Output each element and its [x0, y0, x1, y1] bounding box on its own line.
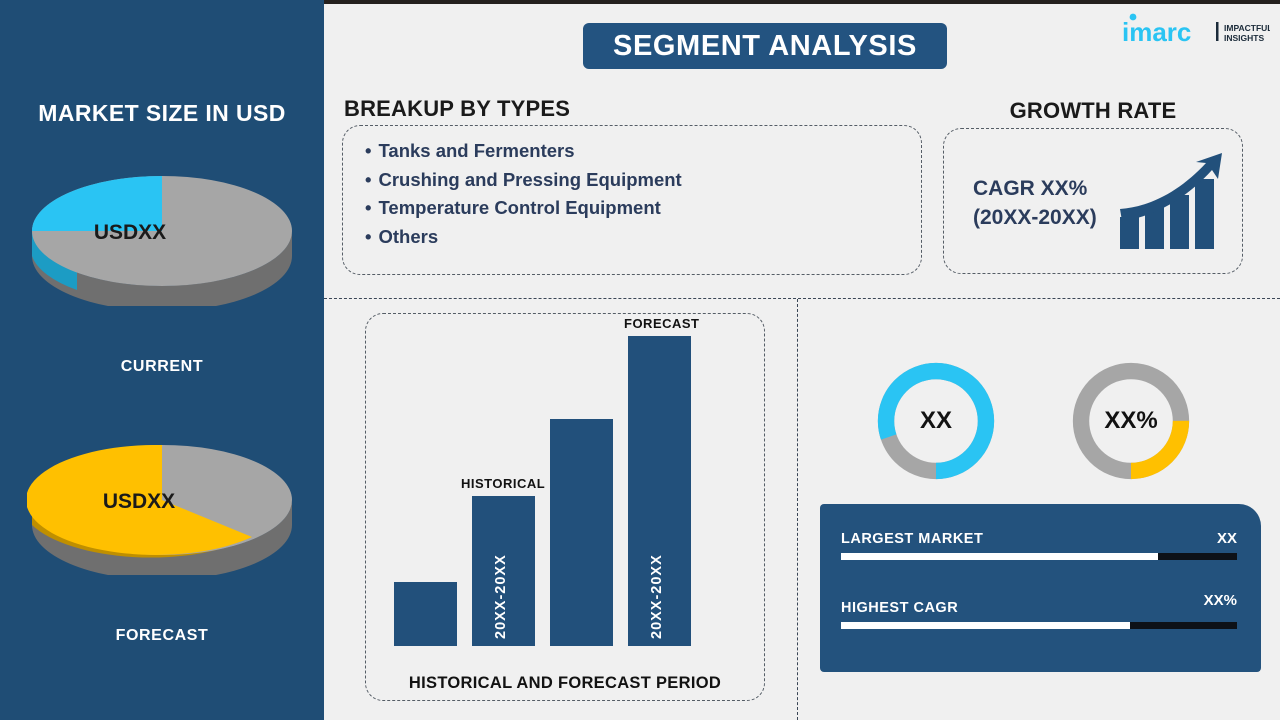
kpi-panel: LARGEST MARKET XX HIGHEST CAGR XX% — [820, 504, 1261, 672]
donut-2-value: XX% — [1104, 407, 1158, 434]
sidebar-title: MARKET SIZE IN USD — [38, 100, 286, 126]
current-pie-slice-label: USDXX — [94, 221, 166, 244]
vertical-divider — [797, 299, 798, 720]
historical-forecast-bar-chart: 20XX-20XX HISTORICAL 20XX-20XX FORECAST … — [365, 313, 765, 701]
growth-rate-box: CAGR XX% (20XX-20XX) — [943, 128, 1243, 274]
donut-2-svg — [1072, 362, 1190, 480]
kpi-row-largest-market: LARGEST MARKET XX — [841, 530, 1237, 560]
kpi-progress-track — [841, 553, 1237, 560]
forecast-pie-chart: USDXX FORECAST — [0, 425, 324, 645]
list-item: Others — [365, 223, 921, 252]
breakup-by-types-box: Tanks and Fermenters Crushing and Pressi… — [342, 125, 922, 275]
current-pie-graphic: USDXX — [27, 156, 297, 306]
horizontal-divider — [324, 298, 1280, 299]
forecast-pie-graphic: USDXX — [27, 425, 297, 575]
main-panel: SEGMENT ANALYSIS imarc IMPACTFUL INSIGHT… — [324, 0, 1280, 720]
bar-3 — [550, 419, 613, 646]
kpi-progress-track — [841, 622, 1237, 629]
market-size-sidebar: MARKET SIZE IN USD USDXX CURRENT — [0, 0, 324, 720]
growth-rate-heading: GROWTH RATE — [1009, 98, 1177, 123]
cagr-line-1: CAGR XX% — [973, 177, 1088, 200]
bar-4-inside-label: 20XX-20XX — [649, 554, 665, 639]
list-item: Temperature Control Equipment — [365, 194, 921, 223]
growth-arrow-bars-icon — [1118, 151, 1228, 251]
bar-2-top-label: HISTORICAL — [461, 476, 546, 491]
cagr-text: CAGR XX% (20XX-20XX) — [973, 174, 1097, 232]
bar-1 — [394, 582, 457, 646]
current-pie-caption: CURRENT — [120, 358, 204, 375]
list-item: Tanks and Fermenters — [365, 137, 921, 166]
donut-chart-largest: XX — [870, 355, 1002, 487]
imarc-logo-tagline-1: IMPACTFUL — [1224, 23, 1270, 33]
kpi-progress-fill — [841, 622, 1131, 629]
chart-axis-label: HISTORICAL AND FORECAST PERIOD — [408, 674, 722, 692]
kpi-label: HIGHEST CAGR — [841, 600, 959, 616]
current-pie-svg: USDXX — [32, 176, 292, 306]
growth-arrow-bars-svg — [1120, 153, 1222, 249]
forecast-pie-caption: FORECAST — [115, 627, 209, 644]
bar-2 — [472, 496, 535, 646]
page-title: SEGMENT ANALYSIS — [583, 23, 947, 69]
donut-1-value: XX — [919, 407, 952, 434]
kpi-progress-fill — [841, 553, 1158, 560]
breakup-by-types-heading: BREAKUP BY TYPES — [344, 96, 571, 121]
top-rule — [324, 0, 1280, 4]
bar-2-inside-label: 20XX-20XX — [493, 554, 509, 639]
forecast-pie-svg: USDXX — [27, 444, 292, 575]
donut-1-svg — [877, 362, 995, 480]
cagr-line-2: (20XX-20XX) — [973, 206, 1097, 229]
kpi-value: XX — [1216, 530, 1237, 547]
forecast-pie-slice-label: USDXX — [103, 490, 175, 513]
kpi-row-highest-cagr: HIGHEST CAGR XX% — [841, 592, 1237, 629]
types-list: Tanks and Fermenters Crushing and Pressi… — [343, 126, 921, 251]
bar-4 — [628, 336, 691, 646]
bar-4-top-label: FORECAST — [624, 316, 700, 331]
donut-chart-cagr: XX% — [1065, 355, 1197, 487]
list-item: Crushing and Pressing Equipment — [365, 166, 921, 195]
imarc-logo-svg: imarc IMPACTFUL INSIGHTS — [1122, 13, 1272, 47]
imarc-logo-wordmark: imarc — [1122, 17, 1191, 47]
imarc-logo: imarc IMPACTFUL INSIGHTS — [1120, 10, 1272, 48]
kpi-label: LARGEST MARKET — [841, 531, 984, 547]
current-pie-chart: USDXX CURRENT — [0, 156, 324, 376]
imarc-logo-tagline-2: INSIGHTS — [1224, 33, 1264, 43]
kpi-value: XX% — [1203, 592, 1237, 609]
